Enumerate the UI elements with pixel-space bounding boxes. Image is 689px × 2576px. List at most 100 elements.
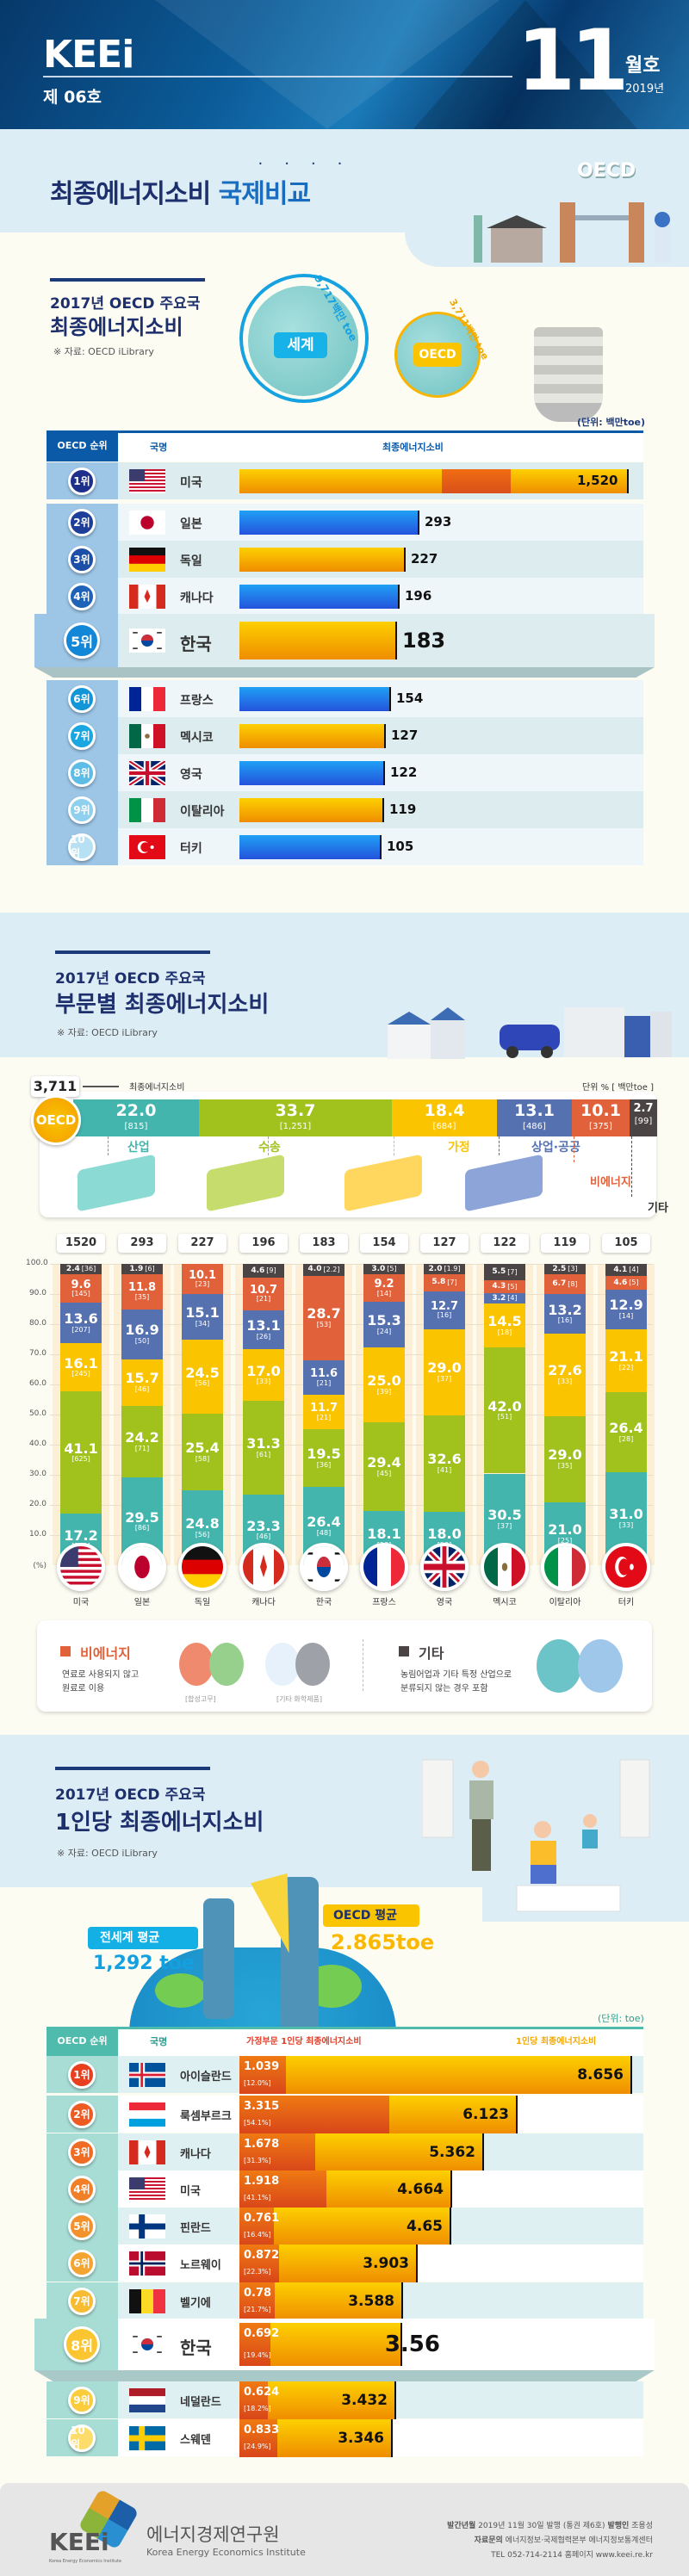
segment-percent: 4.6 (251, 1266, 265, 1275)
column-segment-other: 2.4 [36] (60, 1264, 102, 1274)
household-value: 0.833 (244, 2423, 280, 2437)
rank-badge: 8위 (68, 759, 96, 787)
per-capita-value: 4.664 (397, 2180, 444, 2198)
segment-percent: 21.1 (609, 1347, 643, 1365)
column-segment-other: 4.6 [9] (243, 1264, 284, 1279)
segment-absolute: [684] (432, 1122, 456, 1131)
segment-percent: 41.1 (64, 1440, 98, 1457)
country-name: 영국 (436, 1598, 453, 1607)
segment-percent: 23.3 (246, 1517, 281, 1534)
column-segment-commercial: 16.9 [50] (121, 1309, 163, 1359)
country-name: 노르웨이 (180, 2258, 221, 2272)
bar-end-marker (380, 834, 382, 859)
country-name: 미국 (180, 2184, 201, 2198)
column-segment-other: 4.0 [2.2] (303, 1264, 344, 1276)
gridline (50, 1384, 653, 1385)
consumption-value: 105 (387, 838, 414, 854)
girl-large-illustration (281, 1877, 319, 2032)
segment-percent: 17.0 (246, 1362, 281, 1379)
rank-badge: 3위 (68, 545, 96, 573)
source-note: ※ 자료: OECD iLibrary (57, 1848, 158, 1859)
segment-absolute: [58] (195, 1454, 210, 1463)
segment-percent: 15.1 (185, 1304, 220, 1322)
segment-absolute: [4] (507, 1294, 518, 1303)
gridline (50, 1475, 653, 1476)
column-segment-nonenergy: 9.6 [145] (60, 1274, 102, 1303)
segment-absolute: [1,251] (279, 1122, 312, 1131)
segment-absolute: [37] (437, 1374, 452, 1383)
segment-absolute: [33] (557, 1378, 573, 1386)
column-segment-nonenergy: 4.3 [5] (484, 1280, 525, 1294)
bar-end-marker (394, 2381, 396, 2419)
country-name: 일본 (133, 1598, 151, 1607)
country-name: 프랑스 (180, 693, 214, 708)
per-capita-row: 7위 벨기에 0.78 [21.7%] 3.588 (47, 2282, 643, 2320)
segment-percent: 42.0 (487, 1397, 522, 1415)
column-segment-household: 16.1 [245] (60, 1343, 102, 1392)
segment-percent: 3.0 (371, 1264, 386, 1273)
ranking-row: 6위 프랑스 154 (47, 680, 643, 717)
country-total: 154 (360, 1234, 408, 1253)
segment-percent: 16.1 (64, 1354, 98, 1372)
rank-badge: 9위 (68, 2386, 96, 2414)
flag-lu-icon (129, 2102, 165, 2127)
rank-badge: 7위 (68, 721, 96, 750)
segment-absolute: [25] (557, 1536, 573, 1545)
table-header: OECD 순위 국명 가정부문 1인당 최종에너지소비 1인당 최종에너지소비 (47, 2027, 643, 2056)
segment-absolute: [2.2] (323, 1265, 340, 1273)
segment-percent: 29.0 (548, 1446, 582, 1464)
segment-absolute: [46] (256, 1533, 271, 1541)
divider (55, 1767, 210, 1770)
ranking-row: 8위 영국 122 (47, 754, 643, 791)
per-capita-row: 9위 네덜란드 0.624 [18.2%] 3.432 (47, 2381, 643, 2419)
per-capita-value: 8.656 (577, 2065, 624, 2084)
consumption-value: 196 (405, 587, 432, 604)
flag-gb-icon (127, 759, 167, 787)
gridline (50, 1294, 653, 1295)
rank-badge: 1위 (68, 467, 96, 495)
ranking-row: 4위 캐나다 196 (47, 578, 643, 615)
per-capita-row: 6위 노르웨이 0.872 [22.3%] 3.903 (47, 2244, 643, 2282)
tire-icon (179, 1643, 214, 1686)
oecd-label: OECD (413, 343, 462, 367)
column-segment-other: 2.5 [3] (544, 1264, 586, 1274)
segment-absolute: [36] (81, 1265, 96, 1273)
flag-no-icon (129, 2251, 165, 2276)
segment-percent: 10.1 (188, 1268, 217, 1282)
org-name-en: Korea Energy Economics Institute (146, 2547, 306, 2558)
rank-badge: 10위 (68, 833, 96, 861)
column-segment-commercial: 12.7 [16] (424, 1291, 465, 1329)
divider (50, 278, 205, 282)
segment-absolute: [26] (256, 1332, 271, 1341)
y-tick-label: 60.0 (28, 1379, 47, 1388)
segment-percent: 2.7 (633, 1102, 654, 1115)
segment-percent: 30.5 (487, 1507, 522, 1524)
oecd-segment-other: 2.7 [99] (630, 1099, 657, 1136)
segment-percent: 14.5 (487, 1312, 522, 1329)
column-segment-transport: 29.4 [45] (363, 1422, 405, 1511)
segment-absolute: [6] (145, 1265, 155, 1273)
rank-badge: 8위 (64, 2326, 100, 2362)
column-segment-nonenergy: 10.7 [21] (243, 1278, 284, 1310)
rank-badge: 5위 (68, 2212, 96, 2240)
household-value: 1.039 (244, 2059, 280, 2073)
segment-absolute: [53] (316, 1321, 332, 1329)
section1-title: 최종에너지소비 (50, 315, 183, 339)
consumption-value: 154 (396, 690, 424, 706)
flag-jp-icon (129, 510, 165, 535)
per-capita-value: 4.65 (407, 2217, 443, 2235)
footer: KEEi Korea Energy Economics Institute 에너… (0, 2483, 689, 2576)
bar-end-marker (630, 2055, 632, 2094)
bar-end-marker (383, 760, 385, 785)
column-segment-household: 11.7 [21] (303, 1395, 344, 1430)
column-segment-other: 1.9 [6] (121, 1264, 163, 1274)
segment-percent: 15.3 (367, 1312, 401, 1329)
country-total: 293 (118, 1234, 166, 1253)
segment-percent: 28.7 (307, 1305, 341, 1322)
ranking-row: 3위 독일 227 (47, 541, 643, 578)
bar-end-marker (404, 547, 406, 572)
per-capita-bar: 0.78 [21.7%] (239, 2282, 401, 2320)
per-capita-bar: 0.872 [22.3%] (239, 2244, 416, 2282)
header-banner: KEEi 11 제 06호 월호 2019년 (0, 0, 689, 129)
segment-percent: 29.0 (427, 1359, 462, 1377)
